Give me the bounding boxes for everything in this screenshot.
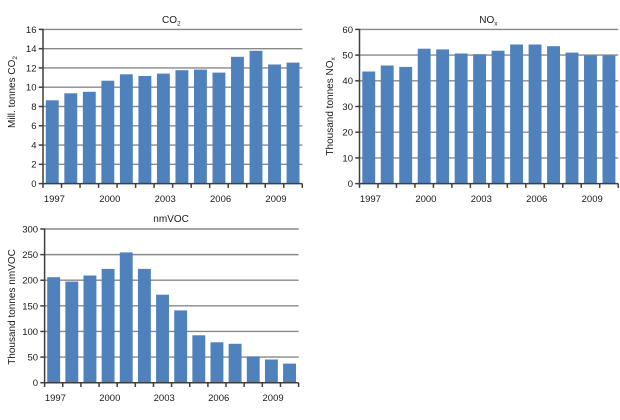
svg-text:2006: 2006 bbox=[208, 393, 229, 404]
svg-text:12: 12 bbox=[26, 63, 37, 74]
svg-text:60: 60 bbox=[342, 25, 353, 36]
svg-text:CO2: CO2 bbox=[162, 15, 181, 28]
svg-text:2000: 2000 bbox=[415, 194, 436, 205]
svg-text:0: 0 bbox=[348, 179, 353, 190]
svg-text:4: 4 bbox=[31, 140, 36, 151]
svg-text:14: 14 bbox=[26, 44, 37, 55]
svg-text:nmVOC: nmVOC bbox=[153, 214, 189, 225]
svg-text:2003: 2003 bbox=[471, 194, 492, 205]
svg-text:16: 16 bbox=[26, 25, 37, 36]
svg-text:2006: 2006 bbox=[526, 194, 547, 205]
svg-text:0: 0 bbox=[33, 378, 38, 389]
svg-text:250: 250 bbox=[22, 250, 38, 261]
svg-text:Thousand tonnes nmVOC: Thousand tonnes nmVOC bbox=[7, 249, 18, 365]
svg-text:8: 8 bbox=[31, 102, 36, 113]
svg-text:1997: 1997 bbox=[360, 194, 381, 205]
svg-text:2: 2 bbox=[31, 160, 36, 171]
svg-text:1997: 1997 bbox=[45, 393, 66, 404]
svg-text:2009: 2009 bbox=[265, 194, 286, 205]
svg-text:Thousand tonnes NOx: Thousand tonnes NOx bbox=[325, 56, 337, 155]
svg-text:2009: 2009 bbox=[582, 194, 603, 205]
svg-text:1997: 1997 bbox=[44, 194, 65, 205]
svg-text:10: 10 bbox=[342, 153, 353, 164]
svg-text:50: 50 bbox=[28, 352, 39, 363]
svg-text:150: 150 bbox=[22, 301, 38, 312]
svg-text:0: 0 bbox=[31, 179, 36, 190]
svg-text:2000: 2000 bbox=[99, 194, 120, 205]
svg-text:10: 10 bbox=[26, 83, 37, 94]
svg-text:30: 30 bbox=[342, 102, 353, 113]
svg-text:2003: 2003 bbox=[155, 194, 176, 205]
svg-text:2009: 2009 bbox=[263, 393, 284, 404]
svg-text:2003: 2003 bbox=[154, 393, 175, 404]
svg-text:NOx: NOx bbox=[479, 15, 498, 28]
svg-text:200: 200 bbox=[22, 276, 38, 287]
svg-text:Mill. tonnes CO2: Mill. tonnes CO2 bbox=[7, 56, 19, 128]
svg-text:20: 20 bbox=[342, 128, 353, 139]
svg-text:40: 40 bbox=[342, 76, 353, 87]
svg-text:2000: 2000 bbox=[99, 393, 120, 404]
svg-text:6: 6 bbox=[31, 121, 36, 132]
svg-text:2006: 2006 bbox=[210, 194, 231, 205]
svg-text:50: 50 bbox=[342, 51, 353, 62]
svg-text:300: 300 bbox=[22, 224, 38, 235]
svg-text:100: 100 bbox=[22, 327, 38, 338]
